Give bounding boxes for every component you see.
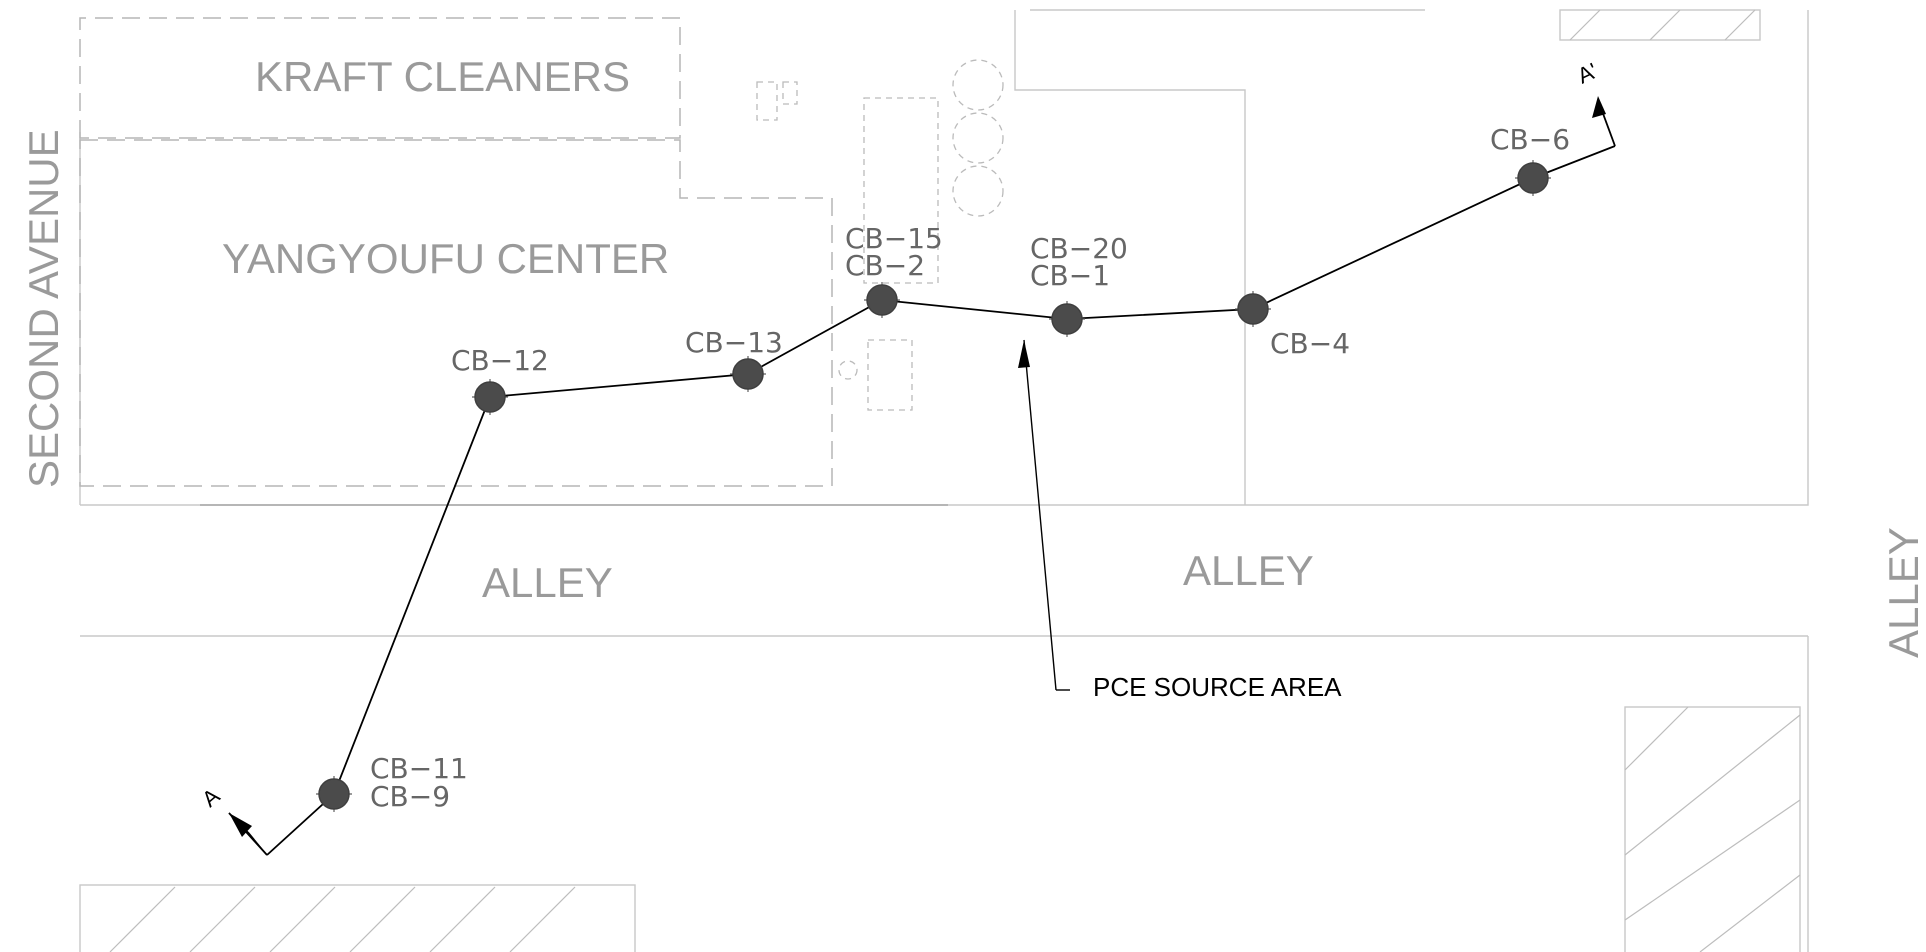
dashed-structure-tall (863, 97, 939, 284)
boring-location-icon (732, 358, 764, 390)
boring-label: CB−4 (1270, 327, 1350, 360)
boring-locations: CB−11 CB−9 CB−12 CB−13 (316, 123, 1570, 813)
boring-location-icon (474, 381, 506, 413)
boring-location-icon (866, 284, 898, 316)
boring-label: CB−13 (685, 326, 783, 359)
boring-label: CB−6 (1490, 123, 1570, 156)
kraft-cleaners-footprint (79, 17, 681, 139)
boring-cb13[interactable]: CB−13 (685, 326, 783, 392)
hatched-structure-top-right (1559, 9, 1761, 41)
boring-cb15-cb2[interactable]: CB−15 CB−2 (845, 222, 943, 318)
north-structure-right (1160, 89, 1246, 505)
small-structure-1 (756, 81, 778, 121)
dashed-structure-small (867, 339, 913, 411)
alley-label-west: ALLEY (482, 559, 613, 606)
section-end-label: A' (1574, 58, 1602, 89)
small-circle-feature (838, 360, 858, 380)
boring-label: CB−2 (845, 249, 925, 282)
tank-3 (952, 165, 1004, 217)
boring-label: CB−1 (1030, 259, 1110, 292)
section-start-label: A (197, 783, 225, 812)
pce-source-area-label: PCE SOURCE AREA (1093, 672, 1342, 702)
hatched-structure-bottom-right (1624, 706, 1801, 952)
hatched-structure-bottom-left (79, 884, 636, 952)
pce-leader-arrowhead-icon (1018, 340, 1030, 368)
boring-label: CB−9 (370, 780, 450, 813)
boring-location-icon (1517, 162, 1549, 194)
pce-source-callout: PCE SOURCE AREA (1018, 339, 1342, 702)
place-labels: KRAFT CLEANERS YANGYOUFU CENTER SECOND A… (20, 53, 1926, 658)
parcel-linework (79, 9, 1809, 952)
boring-cb12[interactable]: CB−12 (451, 344, 549, 415)
section-end-arrowhead-icon (1592, 96, 1606, 118)
tank-1 (952, 59, 1004, 111)
boring-label: CB−11 (370, 752, 468, 785)
alley-label-right: ALLEY (1880, 527, 1926, 658)
north-structure-left (1014, 10, 1160, 91)
cross-section-line: A A' (197, 58, 1616, 856)
hatched-structures (79, 9, 1801, 952)
boring-label: CB−15 (845, 222, 943, 255)
second-avenue-label: SECOND AVENUE (20, 129, 67, 488)
section-start-arrowhead-icon (229, 813, 252, 837)
boring-location-icon (318, 778, 350, 810)
alley-label-east: ALLEY (1183, 547, 1314, 594)
boring-location-icon (1237, 293, 1269, 325)
boring-cb11-cb9[interactable]: CB−11 CB−9 (316, 752, 468, 813)
building-footprints (79, 17, 1004, 487)
yangyoufu-center-footprint (79, 139, 833, 487)
tank-2 (952, 112, 1004, 164)
boring-cb20-cb1[interactable]: CB−20 CB−1 (1030, 232, 1128, 337)
boring-cb4[interactable]: CB−4 (1235, 291, 1350, 360)
boring-location-icon (1051, 303, 1083, 335)
yangyoufu-center-label: YANGYOUFU CENTER (222, 235, 669, 282)
pce-leader-line (1023, 339, 1057, 691)
boring-cb6[interactable]: CB−6 (1490, 123, 1570, 196)
boring-label: CB−20 (1030, 232, 1128, 265)
kraft-cleaners-label: KRAFT CLEANERS (255, 53, 630, 100)
boring-label: CB−12 (451, 344, 549, 377)
small-structure-2 (782, 81, 798, 105)
